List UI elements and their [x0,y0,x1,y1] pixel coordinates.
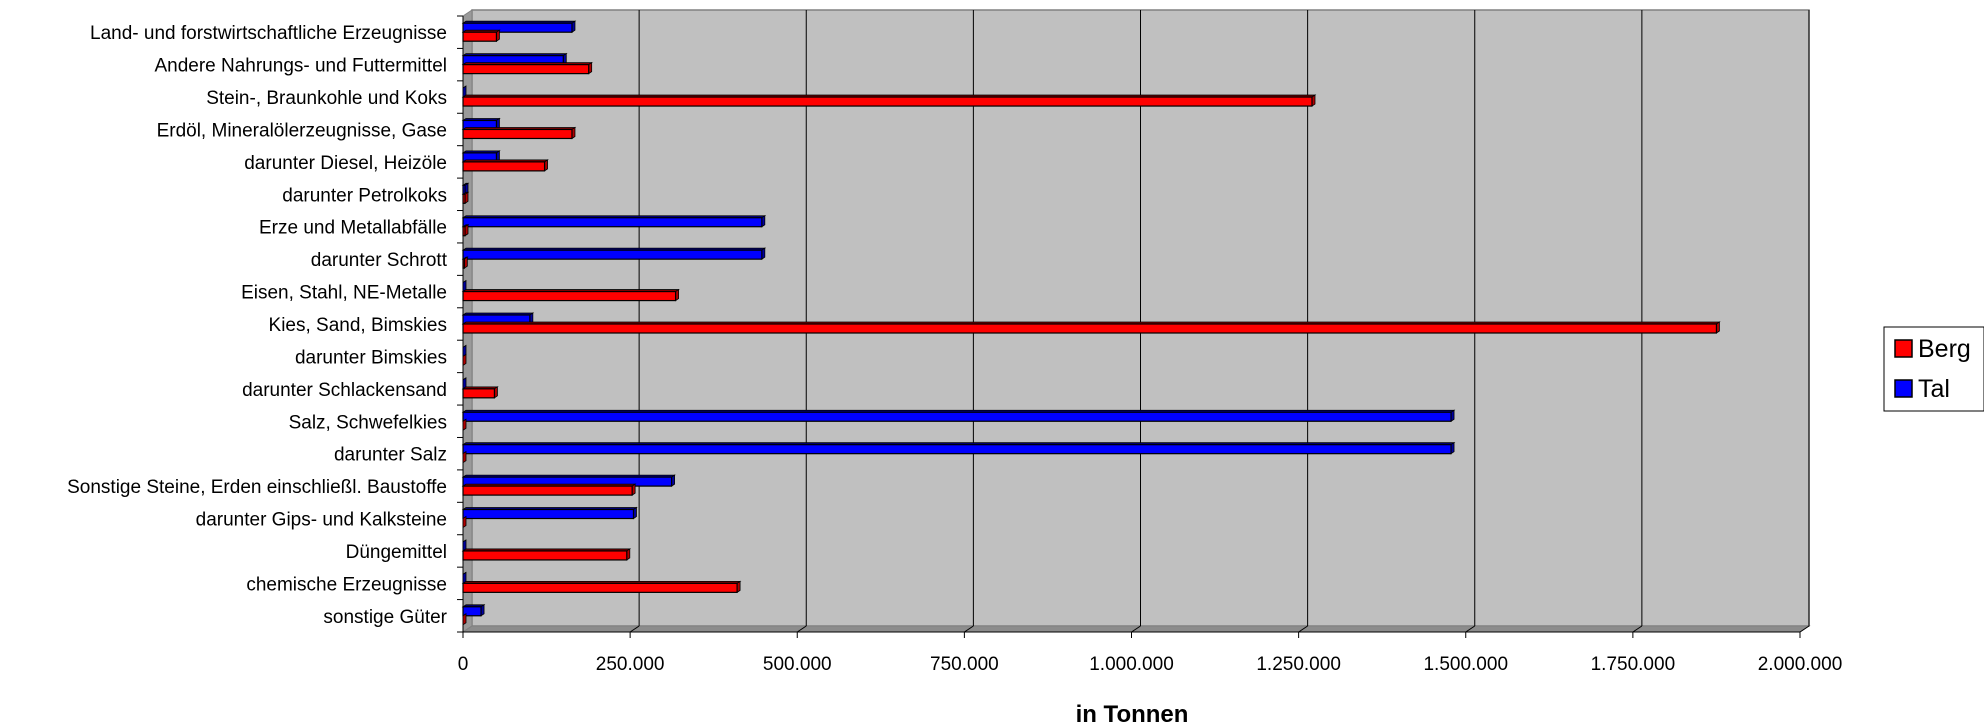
x-tick-label: 750.000 [930,654,999,675]
bar-tal-andere-nahrungs-und-futtermittel [461,52,568,66]
category-label-darunter-diesel-heizole: darunter Diesel, Heizöle [244,153,447,174]
x-tick-label: 1.250.000 [1256,654,1341,675]
bar-tal-erze-und-metallabfalle [461,214,767,228]
bar-berg-kies-sand-bimskies [461,321,1721,334]
gridline-floor [629,625,640,633]
category-labels: Land- und forstwirtschaftliche Erzeugnis… [67,23,448,628]
bar-berg-sonstige-guter [462,613,467,626]
x-tick-label: 500.000 [763,654,832,675]
bar-berg-stein-braunkohle-und-koks [461,94,1317,107]
bar-berg-erdol-mineralolerzeugnisse-gase [461,126,577,140]
gridline-floor [1131,625,1141,633]
legend: Berg Tal [1883,326,1984,412]
bar-berg-darunter-salz [462,450,467,464]
bars-group [461,20,1721,626]
bar-berg-sonstige-steine-erden-einschliessl-baustoffe [461,483,637,496]
gridline-floor [1298,625,1308,633]
category-label-darunter-schrott: darunter Schrott [311,250,448,271]
category-label-chemische-erzeugnisse: chemische Erzeugnisse [246,574,447,595]
x-tick-label: 1.500.000 [1423,654,1508,675]
bar-berg-chemische-erzeugnisse [461,580,742,594]
category-label-darunter-bimskies: darunter Bimskies [295,347,447,368]
x-tick-label: 0 [458,654,469,675]
category-label-darunter-schlackensand: darunter Schlackensand [242,380,447,401]
gridline-floor [1632,625,1643,633]
bar-berg-salz-schwefelkies [462,418,467,432]
bar-tal-salz-schwefelkies [461,409,1456,423]
legend-label-berg: Berg [1918,335,1971,363]
bar-berg-darunter-schlackensand [461,386,499,399]
bar-tal-sonstige-guter [461,604,486,617]
bar-tal-darunter-gips-und-kalksteine [461,506,638,520]
x-tick-label: 250.000 [596,654,665,675]
bar-berg-darunter-gips-und-kalksteine [462,515,467,529]
bar-berg-darunter-bimskies [462,353,467,367]
legend-swatch-berg [1894,339,1913,358]
category-label-sonstige-steine-erden-einschliessl-baustoffe: Sonstige Steine, Erden einschließl. Baus… [67,477,447,498]
bar-tal-darunter-salz [461,441,1456,455]
bar-tal-land-und-forstwirtschaftliche-erzeugnisse [461,20,577,33]
x-tick-label: 2.000.000 [1758,654,1843,675]
category-label-darunter-gips-und-kalksteine: darunter Gips- und Kalksteine [196,510,447,531]
bar-berg-land-und-forstwirtschaftliche-erzeugnisse [461,29,501,42]
category-label-darunter-salz: darunter Salz [334,445,447,466]
gridline-floor [1799,625,1810,633]
gridline-floor [964,625,974,633]
bar-tal-darunter-schlackensand [462,377,467,390]
bar-berg-darunter-petrolkoks [461,191,470,205]
x-tick-labels: 0 250.000 500.000 750.000 1.000.000 1.250.000… [458,654,1843,675]
gridline-floor [1465,625,1476,633]
x-tick-label: 1.750.000 [1591,654,1676,675]
bar-berg-dungemittel [461,548,632,561]
category-label-sonstige-guter: sonstige Güter [323,607,447,628]
category-label-eisen-stahl-ne-metalle: Eisen, Stahl, NE-Metalle [241,283,447,304]
gridline-floor [796,625,807,633]
bar-tal-darunter-schrott [461,247,767,260]
bar-berg-andere-nahrungs-und-futtermittel [461,61,593,75]
legend-label-tal: Tal [1918,375,1950,403]
category-label-dungemittel: Düngemittel [346,542,447,563]
category-label-stein-braunkohle-und-koks: Stein-, Braunkohle und Koks [206,88,447,109]
category-label-erdol-mineralolerzeugnisse-gase: Erdöl, Mineralölerzeugnisse, Gase [157,120,447,141]
x-tick-label: 1.000.000 [1089,654,1174,675]
bar-berg-darunter-diesel-heizole [461,159,549,172]
bar-berg-darunter-schrott [461,256,469,269]
bar-berg-eisen-stahl-ne-metalle [461,288,680,302]
category-label-salz-schwefelkies: Salz, Schwefelkies [289,412,447,433]
legend-swatch-tal [1894,379,1913,398]
category-label-erze-und-metallabfalle: Erze und Metallabfälle [259,218,447,239]
bar-tal-sonstige-steine-erden-einschliessl-baustoffe [461,474,676,487]
category-label-kies-sand-bimskies: Kies, Sand, Bimskies [269,315,447,336]
category-label-land-und-forstwirtschaftliche-erzeugnisse: Land- und forstwirtschaftliche Erzeugnis… [90,23,447,44]
category-label-darunter-petrolkoks: darunter Petrolkoks [282,185,447,206]
x-axis-title: in Tonnen [1076,701,1189,728]
category-label-andere-nahrungs-und-futtermittel: Andere Nahrungs- und Futtermittel [154,56,447,77]
bar-berg-erze-und-metallabfalle [461,223,470,237]
